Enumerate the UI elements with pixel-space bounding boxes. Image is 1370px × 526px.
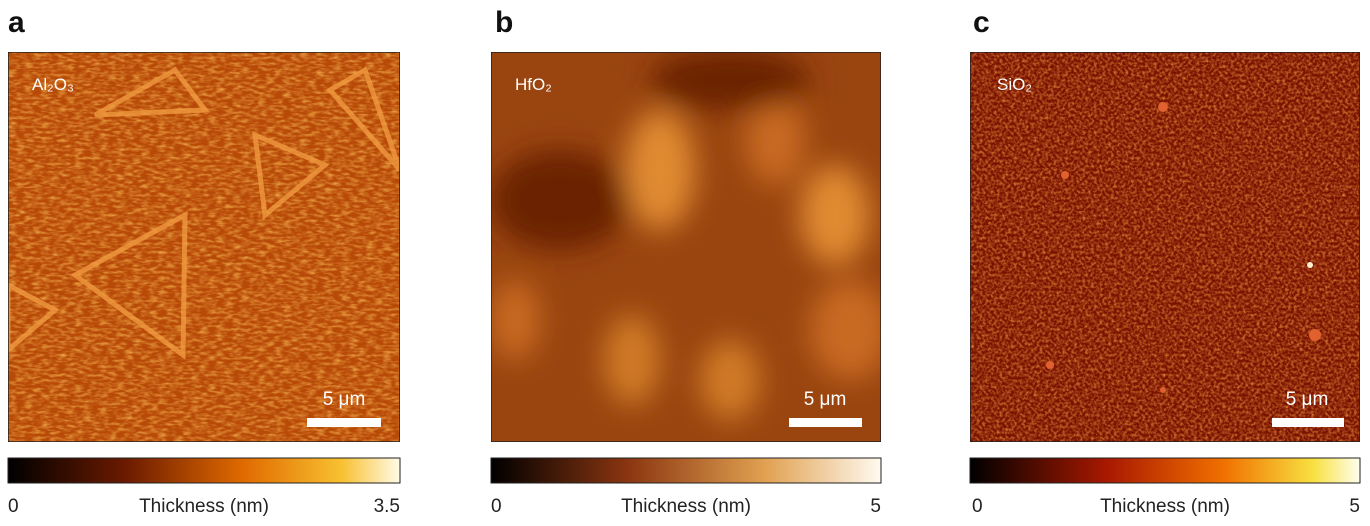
colorbar-label: Thickness (nm): [139, 496, 269, 517]
material-label: SiO₂: [997, 75, 1032, 94]
afm-image: [8, 52, 400, 442]
scale-bar-label: 5 μm: [1286, 389, 1329, 410]
colorbar-max: 5: [870, 496, 881, 517]
panel-letter: c: [973, 6, 990, 39]
colorbar-label: Thickness (nm): [1100, 496, 1230, 517]
panel-a: a Al₂O₃ 5 μm 0 Thickness (nm) 3.5: [7, 6, 401, 517]
colorbar: [490, 457, 882, 484]
colorbar-min: 0: [8, 496, 19, 517]
afm-image: [970, 52, 1360, 442]
colorbar-label: Thickness (nm): [621, 496, 751, 517]
panel-letter: a: [8, 6, 25, 39]
colorbar-min: 0: [972, 496, 983, 517]
panel-b: b HfO₂ 5 μm 0 Thickness (nm) 5: [490, 6, 882, 517]
panel-c: c SiO₂ 5 μm 0 Thickness (nm) 5: [969, 6, 1361, 517]
material-label: HfO₂: [515, 75, 552, 94]
afm-image: [491, 52, 881, 442]
colorbar-max: 5: [1349, 496, 1360, 517]
colorbar-max: 3.5: [374, 496, 400, 517]
scale-bar-label: 5 μm: [323, 389, 366, 410]
colorbar: [969, 457, 1361, 484]
colorbar-min: 0: [491, 496, 502, 517]
material-label: Al₂O₃: [32, 75, 74, 94]
scale-bar-label: 5 μm: [804, 389, 847, 410]
panel-letter: b: [495, 6, 513, 39]
colorbar: [7, 457, 401, 484]
